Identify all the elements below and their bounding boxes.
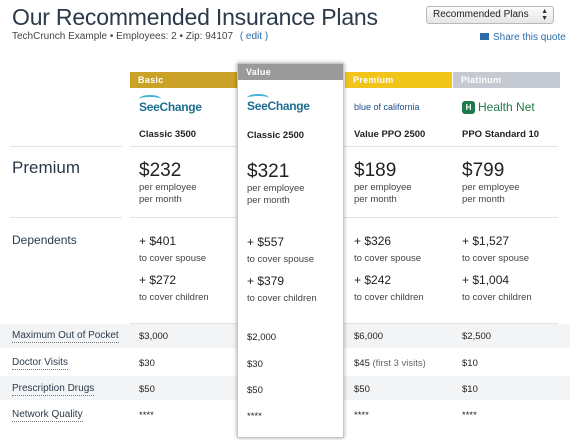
logo-text: SeeChange (247, 99, 310, 113)
row-label-network-quality[interactable]: Network Quality (12, 409, 83, 422)
row-label-doctor-visits[interactable]: Doctor Visits (12, 357, 68, 370)
doctor-visits-note: (first 3 visits) (372, 358, 426, 369)
rx-value: $10 (462, 384, 478, 395)
divider (130, 146, 558, 147)
row-label-max-oop[interactable]: Maximum Out of Pocket (12, 330, 119, 343)
network-quality-value: **** (139, 410, 154, 421)
spouse-note: to cover spouse (462, 253, 530, 264)
plan-name: Value PPO 2500 (354, 129, 426, 140)
children-amount: + $242 (354, 273, 392, 287)
spouse-note: to cover spouse (354, 253, 422, 264)
divider (130, 323, 558, 324)
premium-unit: per employee per month (247, 183, 305, 206)
network-quality-value: **** (247, 411, 262, 422)
spouse-note: to cover spouse (139, 253, 207, 264)
plan-name: PPO Standard 10 (462, 129, 540, 140)
max-oop-value: $3,000 (139, 331, 169, 342)
network-quality-value: **** (354, 410, 369, 421)
row-label-premium: Premium (12, 158, 81, 177)
sort-select[interactable]: Recommended Plans ▲ ▼ (426, 6, 554, 24)
children-note: to cover children (247, 293, 317, 304)
premium-unit: per employee per month (139, 182, 197, 205)
plan-tier-label: Basic (130, 72, 237, 88)
healthnet-logo-icon: H Health Net (462, 100, 535, 115)
premium-unit: per employee per month (354, 182, 412, 205)
rx-value: $50 (139, 384, 155, 395)
employee-count: Employees: 2 (116, 31, 177, 42)
share-quote-link[interactable]: Share this quote (480, 32, 566, 43)
doctor-visits-value: $30 (247, 359, 263, 370)
rx-value: $50 (247, 385, 263, 396)
plan-premium: $189 (354, 160, 397, 181)
plan-name: Classic 3500 (139, 129, 197, 140)
blue-shield-logo-icon: blue of california (354, 102, 420, 112)
plan-name: Classic 2500 (247, 130, 305, 141)
divider (10, 146, 122, 147)
doctor-visits-value: $45 (first 3 visits) (354, 358, 426, 369)
page-title: Our Recommended Insurance Plans (12, 4, 378, 30)
doctor-visits-value: $10 (462, 358, 478, 369)
plan-tier-label: Premium (345, 72, 452, 88)
plan-premium: $799 (462, 160, 505, 181)
rx-value: $50 (354, 384, 370, 395)
children-amount: + $379 (247, 274, 285, 288)
share-label: Share this quote (493, 32, 566, 43)
spouse-amount: + $326 (354, 234, 392, 248)
spouse-amount: + $401 (139, 234, 177, 248)
plan-column-platinum[interactable]: Platinum H Health Net PPO Standard 10 $79… (453, 72, 560, 430)
max-oop-value: $6,000 (354, 331, 384, 342)
children-note: to cover children (354, 292, 424, 303)
seechange-logo-icon: SeeChange (139, 95, 202, 114)
company-name: TechCrunch Example (12, 31, 108, 42)
children-amount: + $1,004 (462, 273, 510, 287)
envelope-icon (480, 33, 489, 40)
logo-text: SeeChange (139, 100, 202, 114)
plan-premium: $232 (139, 160, 182, 181)
row-label-prescription-drugs[interactable]: Prescription Drugs (12, 383, 95, 396)
children-amount: + $272 (139, 273, 177, 287)
plan-tier-label: Value (238, 64, 343, 80)
divider (10, 217, 122, 218)
plan-tier-label: Platinum (453, 72, 560, 88)
max-oop-value: $2,500 (462, 331, 492, 342)
plan-column-value[interactable]: Value SeeChange Classic 2500 $321 per em… (237, 63, 344, 438)
network-quality-value: **** (462, 410, 477, 421)
children-note: to cover children (139, 292, 209, 303)
plan-premium: $321 (247, 161, 290, 182)
zip-code: Zip: 94107 (185, 31, 234, 42)
logo-text: Health Net (478, 100, 535, 114)
divider (130, 217, 558, 218)
spouse-note: to cover spouse (247, 254, 315, 265)
plan-column-basic[interactable]: Basic SeeChange Classic 3500 $232 per em… (130, 72, 237, 430)
seechange-logo-icon: SeeChange (247, 94, 310, 113)
quote-subline: TechCrunch Example • Employees: 2 • Zip:… (12, 31, 269, 42)
max-oop-value: $2,000 (247, 332, 277, 343)
premium-unit: per employee per month (462, 182, 520, 205)
sort-select-value: Recommended Plans (433, 9, 529, 20)
row-label-dependents: Dependents (12, 233, 77, 247)
plan-column-premium[interactable]: Premium blue of california Value PPO 250… (345, 72, 452, 430)
spouse-amount: + $1,527 (462, 234, 510, 248)
edit-link[interactable]: ( edit ) (239, 31, 269, 42)
logo-text: blue of california (354, 102, 420, 112)
select-arrows-icon: ▲ ▼ (541, 8, 548, 22)
spouse-amount: + $557 (247, 235, 285, 249)
children-note: to cover children (462, 292, 532, 303)
doctor-visits-value: $30 (139, 358, 155, 369)
